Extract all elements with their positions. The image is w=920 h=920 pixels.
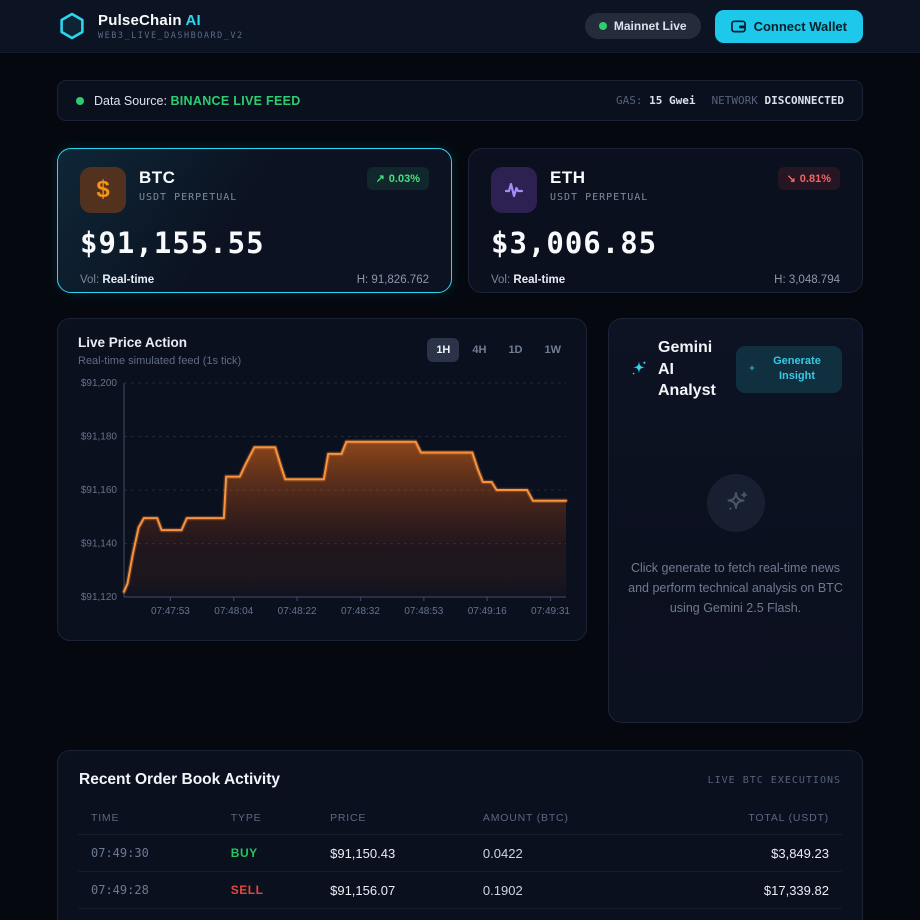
range-1h-button[interactable]: 1H: [427, 338, 460, 362]
col-price: PRICE: [330, 812, 367, 824]
eth-volume: Vol: Real-time: [491, 274, 566, 286]
order-book-card: Recent Order Book Activity LIVE BTC EXEC…: [57, 750, 863, 920]
btc-price: $91,155.55: [80, 226, 265, 260]
svg-text:$91,140: $91,140: [81, 539, 118, 550]
trade-time: 07:49:30: [91, 846, 149, 860]
svg-text:07:47:53: 07:47:53: [151, 606, 190, 617]
col-amount: AMOUNT (BTC): [482, 812, 569, 824]
btc-symbol: BTC: [139, 168, 176, 187]
data-source-label: Data Source: BINANCE LIVE FEED: [94, 93, 301, 108]
hexagon-logo-icon: [57, 11, 87, 41]
btc-change-badge: ↗ 0.03%: [366, 167, 429, 190]
network-status-badge: Mainnet Live: [584, 13, 701, 39]
btc-market-label: USDT PERPETUAL: [139, 192, 238, 203]
range-1w-button[interactable]: 1W: [536, 338, 571, 362]
col-total: TOTAL (USDT): [748, 812, 829, 824]
range-1d-button[interactable]: 1D: [499, 338, 531, 362]
svg-text:$91,180: $91,180: [81, 432, 118, 443]
eth-pulse-icon: [491, 167, 537, 213]
order-book-title: Recent Order Book Activity: [79, 771, 280, 788]
top-bar: PulseChain AI WEB3_LIVE_DASHBOARD_V2 Mai…: [0, 0, 920, 53]
data-source-bar: Data Source: BINANCE LIVE FEED GAS: 15 G…: [57, 80, 863, 121]
time-range-selector: 1H 4H 1D 1W: [427, 338, 570, 362]
gas-indicator: GAS: 15 Gwei: [616, 94, 696, 107]
btc-ticker-card[interactable]: $ BTC USDT PERPETUAL ↗ 0.03% $91,155.55 …: [57, 148, 452, 293]
svg-text:$91,120: $91,120: [81, 592, 118, 603]
table-header-row: TIME TYPE PRICE AMOUNT (BTC) TOTAL (USDT…: [78, 803, 842, 835]
trade-type: SELL: [230, 883, 264, 897]
arrow-up-icon: ↗: [375, 173, 385, 185]
network-indicator: NETWORK DISCONNECTED: [711, 94, 844, 107]
feed-live-dot-icon: [76, 96, 84, 105]
sparkle-small-icon: [746, 363, 758, 375]
svg-text:07:48:32: 07:48:32: [341, 606, 380, 617]
trade-total: $3,849.23: [771, 845, 829, 861]
btc-high: H: 91,826.762: [356, 274, 429, 286]
table-row[interactable]: 07:49:30 BUY $91,150.43 0.0422 $3,849.23: [78, 835, 842, 872]
gemini-empty-text: Click generate to fetch real-time news a…: [628, 560, 843, 615]
live-dot-icon: [598, 22, 607, 30]
app-subtitle: WEB3_LIVE_DASHBOARD_V2: [98, 30, 244, 41]
wallet-icon: [730, 19, 746, 33]
connect-wallet-button[interactable]: Connect Wallet: [714, 9, 863, 43]
eth-change-badge: ↘ 0.81%: [777, 167, 840, 190]
order-book-table: TIME TYPE PRICE AMOUNT (BTC) TOTAL (USDT…: [78, 803, 842, 909]
trade-price: $91,156.07: [330, 882, 396, 898]
btc-volume: Vol: Real-time: [80, 274, 155, 286]
sparkle-placeholder-icon: [706, 473, 765, 532]
eth-ticker-card[interactable]: ETH USDT PERPETUAL ↘ 0.81% $3,006.85 Vol…: [468, 148, 863, 293]
price-chart-card: Live Price Action Real-time simulated fe…: [57, 318, 587, 641]
trade-type: BUY: [230, 846, 258, 860]
svg-text:07:49:31: 07:49:31: [531, 606, 570, 617]
range-4h-button[interactable]: 4H: [463, 338, 495, 362]
svg-text:07:48:04: 07:48:04: [214, 606, 253, 617]
sparkle-icon: [629, 359, 649, 379]
gemini-title: Gemini AI Analyst: [658, 339, 716, 400]
eth-high: H: 3,048.794: [774, 274, 840, 286]
svg-text:$91,200: $91,200: [81, 378, 118, 389]
trade-amount: 0.1902: [482, 882, 523, 898]
generate-insight-button[interactable]: Generate Insight: [735, 346, 842, 393]
trade-time: 07:49:28: [91, 883, 149, 897]
chart-title: Live Price Action: [78, 335, 188, 350]
gemini-analyst-card: Gemini AI Analyst Generate Insight: [608, 318, 863, 723]
trade-total: $17,339.82: [763, 882, 829, 898]
price-line-chart: $91,120 $91,140 $91,160 $91,180 $91,200 07:47…: [81, 378, 571, 617]
trade-amount: 0.0422: [482, 845, 523, 861]
eth-market-label: USDT PERPETUAL: [550, 192, 649, 203]
data-source-value: BINANCE LIVE FEED: [170, 93, 301, 108]
svg-text:07:48:53: 07:48:53: [404, 606, 443, 617]
col-time: TIME: [91, 812, 120, 824]
chart-subtitle: Real-time simulated feed (1s tick): [78, 355, 242, 367]
app-title: PulseChain AI: [98, 11, 201, 29]
eth-price: $3,006.85: [491, 226, 658, 260]
eth-symbol: ETH: [550, 168, 586, 187]
arrow-down-icon: ↘: [786, 173, 796, 185]
svg-text:$91,160: $91,160: [81, 485, 118, 496]
btc-dollar-icon: $: [80, 167, 126, 213]
svg-text:07:49:16: 07:49:16: [468, 606, 507, 617]
trade-price: $91,150.43: [330, 845, 396, 861]
table-row[interactable]: 07:49:28 SELL $91,156.07 0.1902 $17,339.…: [78, 872, 842, 909]
svg-text:07:48:22: 07:48:22: [278, 606, 317, 617]
col-type: TYPE: [230, 812, 262, 824]
order-book-tag: LIVE BTC EXECUTIONS: [707, 774, 841, 786]
brand: PulseChain AI WEB3_LIVE_DASHBOARD_V2: [57, 11, 244, 41]
